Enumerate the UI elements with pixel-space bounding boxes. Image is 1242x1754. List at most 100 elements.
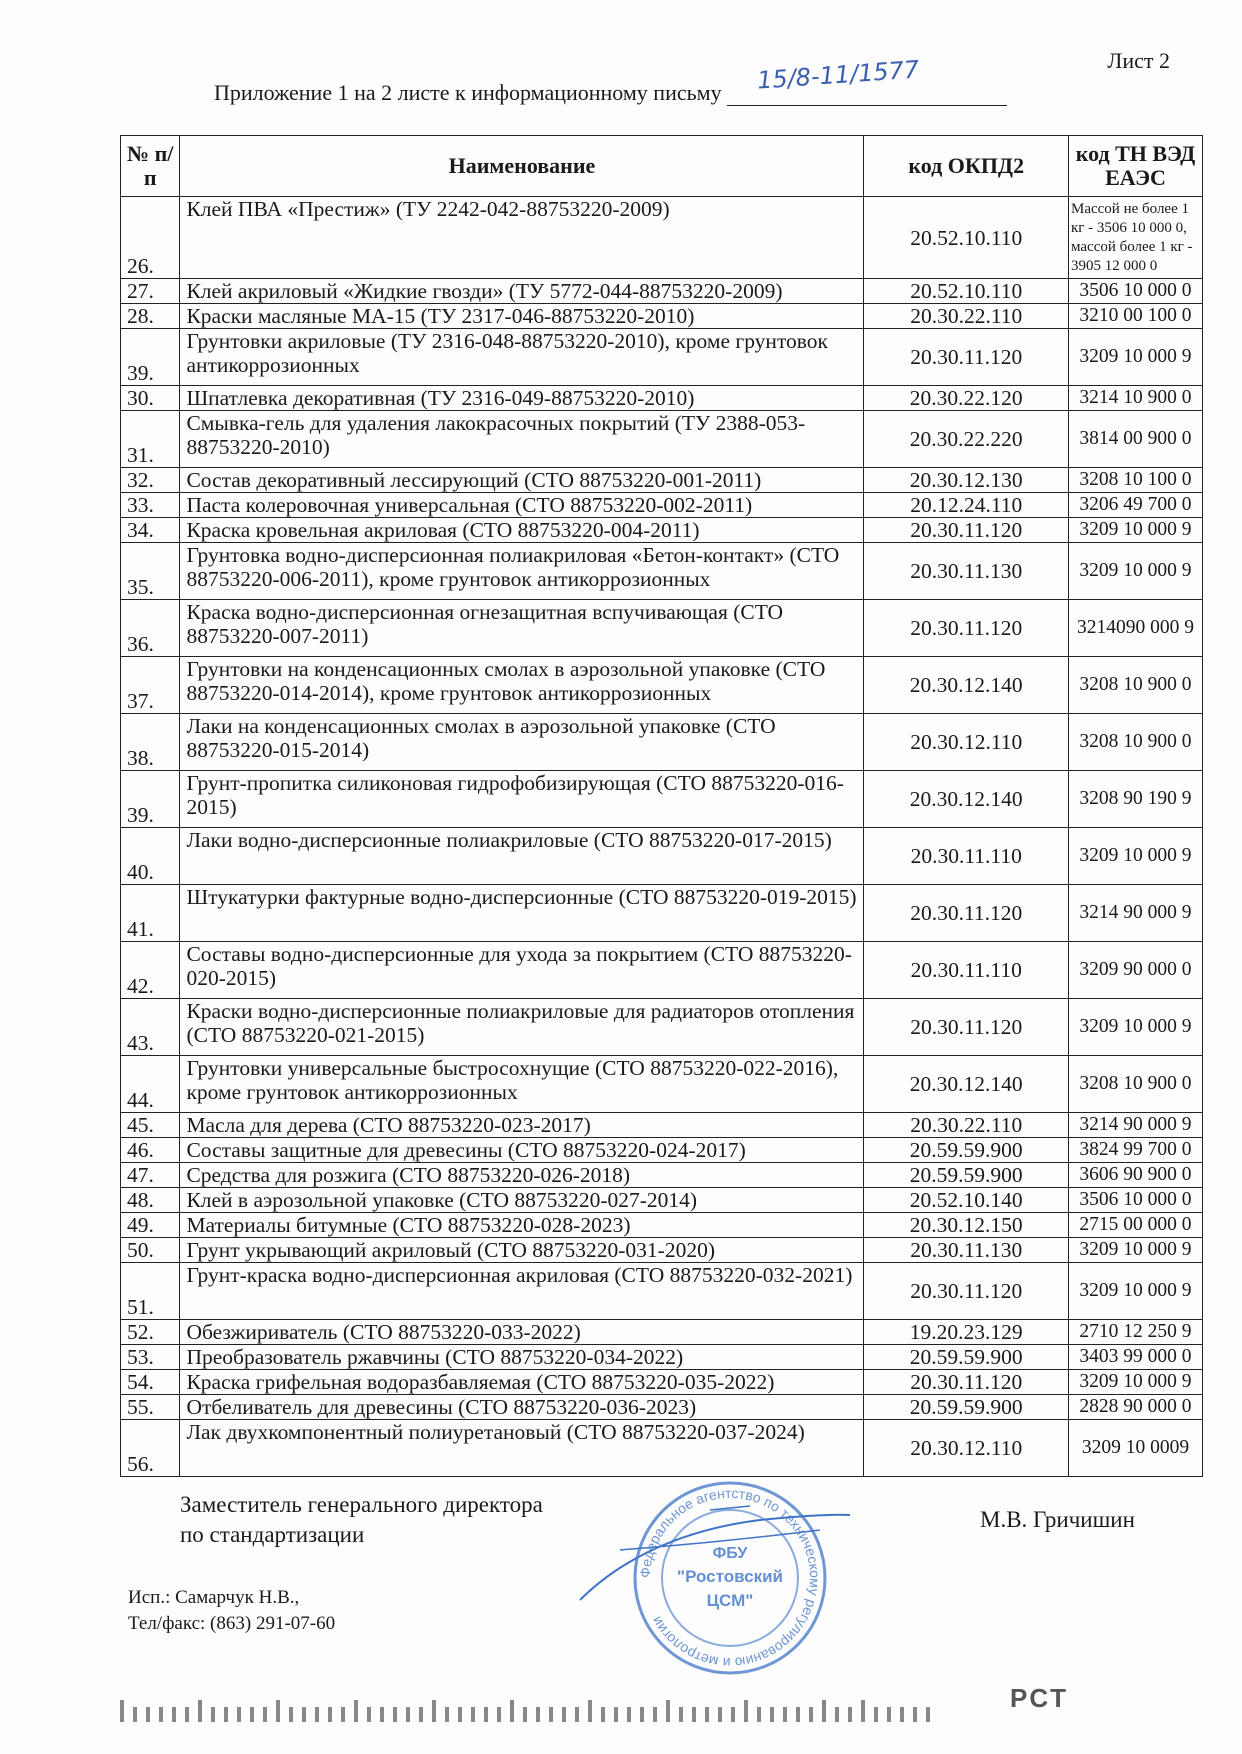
product-name: Состав декоративный лессирующий (СТО 887…	[179, 467, 865, 493]
table-row: 39. Грунт-пропитка силиконовая гидрофобиз…	[119, 770, 1204, 828]
official-stamp: Федеральное агентство по техническому ре…	[633, 1481, 827, 1675]
barcode-bar	[848, 1707, 852, 1722]
barcode-bar	[458, 1707, 462, 1722]
barcode-bar	[822, 1700, 826, 1722]
table-row: 38. Лаки на конденсационных смолах в аэро…	[119, 713, 1204, 771]
product-name: Материалы битумные (СТО 88753220-028-202…	[179, 1212, 865, 1238]
product-name: Клей акриловый «Жидкие гвозди» (ТУ 5772-…	[179, 278, 865, 304]
barcode-bar	[666, 1700, 670, 1722]
barcode-bar	[302, 1707, 306, 1722]
tnved-code: 3214 90 000 9	[1067, 884, 1204, 942]
tnved-code: 3209 90 000 0	[1067, 941, 1204, 999]
signatory-name: М.В. Гричишин	[980, 1507, 1135, 1532]
table-header: № п/п Наименование код ОКПД2 код ТН ВЭД …	[119, 135, 1204, 197]
barcode-bar	[861, 1700, 865, 1722]
table-row: 54. Краска грифельная водоразбавляемая (С…	[119, 1369, 1204, 1395]
product-name: Краска грифельная водоразбавляемая (СТО …	[179, 1369, 865, 1395]
table-row: 34. Краска кровельная акриловая (СТО 8875…	[119, 517, 1204, 543]
barcode-bar	[614, 1707, 618, 1722]
position-line-1: Заместитель генерального директора	[180, 1492, 543, 1517]
product-name: Обезжириватель (СТО 88753220-033-2022)	[179, 1319, 865, 1345]
row-number: 33.	[119, 492, 181, 518]
okpd2-code: 20.59.59.900	[863, 1137, 1069, 1163]
tnved-code: 3206 49 700 0	[1067, 492, 1204, 518]
barcode-bar	[276, 1700, 280, 1722]
position-line-2: по стандартизации	[180, 1522, 365, 1547]
okpd2-code: 20.30.12.140	[863, 1055, 1069, 1113]
tnved-code: 3814 00 900 0	[1067, 410, 1204, 468]
row-number: 48.	[119, 1187, 181, 1213]
table-row: 44. Грунтовки универсальные быстросохнущи…	[119, 1055, 1204, 1113]
barcode-bar	[536, 1707, 540, 1722]
product-name: Краска водно-дисперсионная огнезащитная …	[179, 599, 865, 657]
barcode-bar	[770, 1707, 774, 1722]
table-row: 43. Краски водно-дисперсионные полиакрило…	[119, 998, 1204, 1056]
tnved-code: 3209 10 000 9	[1067, 328, 1204, 386]
barcode-bar	[718, 1707, 722, 1722]
row-number: 52.	[119, 1319, 181, 1345]
product-name: Грунт-пропитка силиконовая гидрофобизиру…	[179, 770, 865, 828]
barcode-bar	[432, 1700, 436, 1722]
barcode-bar	[744, 1700, 748, 1722]
table-row: 37. Грунтовки на конденсационных смолах в…	[119, 656, 1204, 714]
barcode-bar	[575, 1707, 579, 1722]
header-okpd2: код ОКПД2	[863, 135, 1069, 197]
okpd2-code: 20.59.59.900	[863, 1162, 1069, 1188]
row-number: 38.	[119, 713, 181, 771]
product-name: Краски масляные МА-15 (ТУ 2317-046-88753…	[179, 303, 865, 329]
row-number: 37.	[119, 656, 181, 714]
tnved-code: 3210 00 100 0	[1067, 303, 1204, 329]
product-name: Средства для розжига (СТО 88753220-026-2…	[179, 1162, 865, 1188]
product-name: Клей в аэрозольной упаковке (СТО 8875322…	[179, 1187, 865, 1213]
tnved-code: 3208 90 190 9	[1067, 770, 1204, 828]
okpd2-code: 20.30.11.130	[863, 1237, 1069, 1263]
table-row: 35. Грунтовка водно-дисперсионная полиакр…	[119, 542, 1204, 600]
row-number: 40.	[119, 827, 181, 885]
barcode-bar	[406, 1707, 410, 1722]
table-row: 28. Краски масляные МА-15 (ТУ 2317-046-88…	[119, 303, 1204, 329]
barcode-bar	[705, 1707, 709, 1722]
tnved-code: 3214 90 000 9	[1067, 1112, 1204, 1138]
letter-number-field: 15/8-11/1577	[727, 55, 1008, 106]
barcode-bar	[640, 1707, 644, 1722]
barcode-bar	[731, 1707, 735, 1722]
row-number: 50.	[119, 1237, 181, 1263]
tnved-code: 3824 99 700 0	[1067, 1137, 1204, 1163]
table-row: 39. Грунтовки акриловые (ТУ 2316-048-8875…	[119, 328, 1204, 386]
product-name: Лаки на конденсационных смолах в аэрозол…	[179, 713, 865, 771]
row-number: 55.	[119, 1394, 181, 1420]
tnved-code: 3209 10 000 9	[1067, 998, 1204, 1056]
barcode-bar	[146, 1707, 150, 1722]
barcode-bar	[484, 1707, 488, 1722]
row-number: 32.	[119, 467, 181, 493]
tnved-code: 3506 10 000 0	[1067, 1187, 1204, 1213]
barcode-bar	[653, 1707, 657, 1722]
barcode-bar	[354, 1700, 358, 1722]
barcode-bar	[250, 1707, 254, 1722]
tnved-code: 3214090 000 9	[1067, 599, 1204, 657]
barcode-bar	[562, 1707, 566, 1722]
table-row: 49. Материалы битумные (СТО 88753220-028-…	[119, 1212, 1204, 1238]
product-name: Отбеливатель для древесины (СТО 88753220…	[179, 1394, 865, 1420]
barcode-bar	[120, 1700, 124, 1722]
barcode-bar	[913, 1707, 917, 1722]
product-name: Грунт укрывающий акриловый (СТО 88753220…	[179, 1237, 865, 1263]
product-name: Штукатурки фактурные водно-дисперсионные…	[179, 884, 865, 942]
product-name: Грунт-краска водно-дисперсионная акрилов…	[179, 1262, 865, 1320]
okpd2-code: 20.52.10.110	[863, 196, 1069, 279]
barcode-bar	[172, 1707, 176, 1722]
okpd2-code: 20.30.11.120	[863, 1262, 1069, 1320]
barcode-bar	[133, 1707, 137, 1722]
barcode-bar	[159, 1707, 163, 1722]
executor-info: Исп.: Самарчук Н.В., Тел/факс: (863) 291…	[128, 1585, 335, 1637]
table-row: 50. Грунт укрывающий акриловый (СТО 88753…	[119, 1237, 1204, 1263]
barcode-bar	[601, 1707, 605, 1722]
product-name: Преобразователь ржавчины (СТО 88753220-0…	[179, 1344, 865, 1370]
table-row: 52. Обезжириватель (СТО 88753220-033-2022…	[119, 1319, 1204, 1345]
okpd2-code: 20.30.11.120	[863, 599, 1069, 657]
product-name: Лак двухкомпонентный полиуретановый (СТО…	[179, 1419, 865, 1477]
header-name: Наименование	[179, 135, 865, 197]
product-name: Составы водно-дисперсионные для ухода за…	[179, 941, 865, 999]
barcode-bar	[549, 1707, 553, 1722]
